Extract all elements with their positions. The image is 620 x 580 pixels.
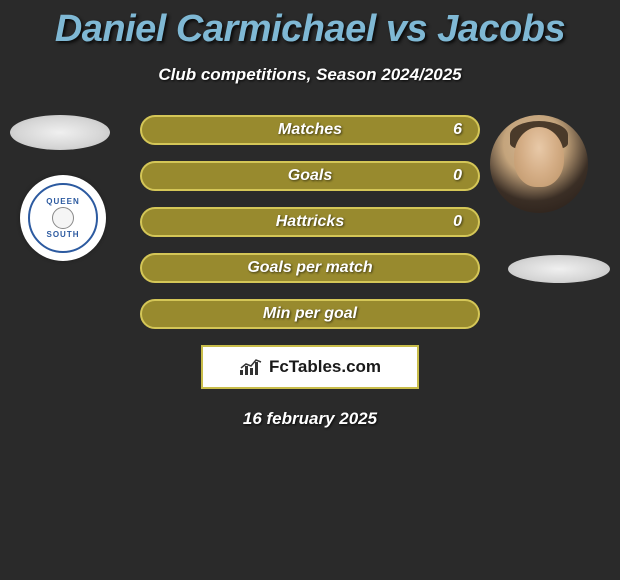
badge-text-bottom: SOUTH <box>47 230 80 239</box>
club-badge-inner: QUEEN SOUTH <box>28 183 98 253</box>
subtitle: Club competitions, Season 2024/2025 <box>0 65 620 85</box>
stat-value: 0 <box>453 167 462 185</box>
branding-box: FcTables.com <box>201 345 419 389</box>
badge-ball-icon <box>52 207 74 229</box>
page-title: Daniel Carmichael vs Jacobs <box>0 0 620 51</box>
stat-label: Matches <box>278 121 342 139</box>
chart-icon <box>239 358 263 376</box>
player-left-placeholder <box>10 115 110 150</box>
avatar-face <box>514 127 564 187</box>
stat-value: 0 <box>453 213 462 231</box>
badge-text-top: QUEEN <box>46 197 79 206</box>
stat-label: Goals <box>288 167 332 185</box>
stat-rows: Matches 6 Goals 0 Hattricks 0 Goals per … <box>140 115 480 329</box>
stats-area: QUEEN SOUTH Matches 6 Goals 0 Hattricks … <box>0 115 620 429</box>
stat-row-hattricks: Hattricks 0 <box>140 207 480 237</box>
stat-row-goals: Goals 0 <box>140 161 480 191</box>
stat-row-goals-per-match: Goals per match <box>140 253 480 283</box>
club-badge-left: QUEEN SOUTH <box>20 175 106 261</box>
stat-row-min-per-goal: Min per goal <box>140 299 480 329</box>
club-badge-right-placeholder <box>508 255 610 283</box>
stat-row-matches: Matches 6 <box>140 115 480 145</box>
stat-label: Min per goal <box>263 305 357 323</box>
date-text: 16 february 2025 <box>0 409 620 429</box>
branding-text: FcTables.com <box>269 357 381 377</box>
stat-value: 6 <box>453 121 462 139</box>
stat-label: Hattricks <box>276 213 344 231</box>
stat-label: Goals per match <box>247 259 372 277</box>
player-right-avatar <box>490 115 588 213</box>
